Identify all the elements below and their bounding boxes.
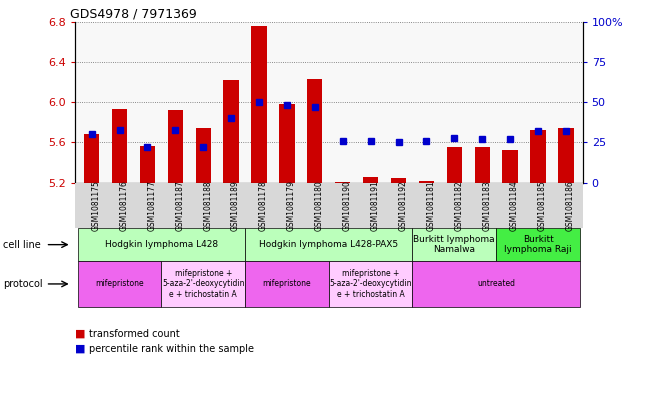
Bar: [531, 130, 546, 183]
Text: GSM1081181: GSM1081181: [426, 180, 436, 231]
Bar: [195, 129, 211, 183]
Text: GSM1081188: GSM1081188: [203, 180, 212, 231]
Text: GSM1081182: GSM1081182: [454, 180, 464, 231]
Text: GSM1081189: GSM1081189: [231, 180, 240, 231]
Text: GSM1081183: GSM1081183: [482, 180, 492, 231]
Text: GSM1081176: GSM1081176: [120, 180, 128, 231]
Text: mifepristone +
5-aza-2'-deoxycytidin
e + trichostatin A: mifepristone + 5-aza-2'-deoxycytidin e +…: [329, 269, 412, 299]
Text: percentile rank within the sample: percentile rank within the sample: [89, 344, 254, 354]
Text: cell line: cell line: [3, 240, 41, 250]
Text: GDS4978 / 7971369: GDS4978 / 7971369: [70, 7, 197, 20]
Bar: [251, 26, 267, 183]
Bar: [335, 182, 350, 183]
Text: ■: ■: [75, 344, 85, 354]
Text: mifepristone +
5-aza-2'-deoxycytidin
e + trichostatin A: mifepristone + 5-aza-2'-deoxycytidin e +…: [162, 269, 245, 299]
Bar: [307, 79, 322, 183]
Text: GSM1081184: GSM1081184: [510, 180, 519, 231]
Text: GSM1081190: GSM1081190: [342, 180, 352, 231]
Text: protocol: protocol: [3, 279, 43, 289]
Text: GSM1081175: GSM1081175: [92, 180, 101, 231]
Text: GSM1081192: GSM1081192: [398, 180, 408, 231]
Text: GSM1081187: GSM1081187: [175, 180, 184, 231]
Text: untreated: untreated: [477, 279, 515, 288]
Bar: [140, 147, 155, 183]
Bar: [279, 104, 294, 183]
Text: GSM1081178: GSM1081178: [259, 180, 268, 231]
Bar: [223, 80, 239, 183]
Bar: [447, 147, 462, 183]
Bar: [84, 134, 99, 183]
Text: Burkitt lymphoma
Namalwa: Burkitt lymphoma Namalwa: [413, 235, 495, 254]
Text: GSM1081177: GSM1081177: [147, 180, 156, 231]
Text: Hodgkin lymphoma L428: Hodgkin lymphoma L428: [105, 240, 218, 249]
Text: GSM1081185: GSM1081185: [538, 180, 547, 231]
Text: mifepristone: mifepristone: [262, 279, 311, 288]
Text: transformed count: transformed count: [89, 329, 180, 339]
Bar: [475, 147, 490, 183]
Bar: [419, 181, 434, 183]
Text: GSM1081186: GSM1081186: [566, 180, 575, 231]
Bar: [558, 129, 574, 183]
Text: GSM1081191: GSM1081191: [370, 180, 380, 231]
Bar: [391, 178, 406, 183]
Bar: [503, 149, 518, 183]
Bar: [168, 110, 183, 183]
Text: GSM1081180: GSM1081180: [315, 180, 324, 231]
Bar: [363, 177, 378, 183]
Text: GSM1081179: GSM1081179: [287, 180, 296, 231]
Text: Hodgkin lymphoma L428-PAX5: Hodgkin lymphoma L428-PAX5: [259, 240, 398, 249]
Text: mifepristone: mifepristone: [95, 279, 144, 288]
Bar: [112, 109, 127, 183]
Text: Burkitt
lymphoma Raji: Burkitt lymphoma Raji: [504, 235, 572, 254]
Text: ■: ■: [75, 329, 85, 339]
